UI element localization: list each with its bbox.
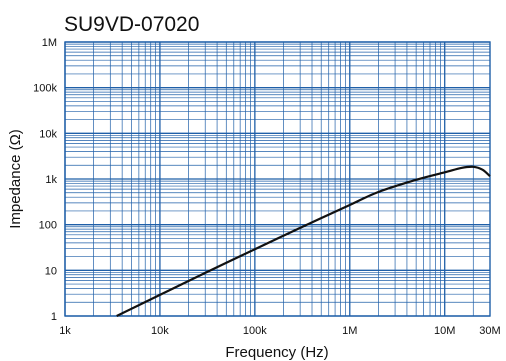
- x-tick-label: 1M: [342, 325, 357, 337]
- y-tick-label: 1: [51, 311, 57, 323]
- y-tick-label: 10: [45, 265, 57, 277]
- y-tick-label: 100: [39, 220, 57, 232]
- x-tick-label: 100k: [243, 325, 267, 337]
- x-tick-label: 10k: [151, 325, 169, 337]
- y-tick-label: 10k: [39, 128, 57, 140]
- x-tick-label: 1k: [59, 325, 71, 337]
- plot-frame: [64, 41, 491, 317]
- y-tick-label: 100k: [33, 83, 57, 95]
- x-tick-label: 10M: [434, 325, 455, 337]
- chart-title: SU9VD-07020: [64, 13, 199, 36]
- x-axis-ticks: 1k 10k 100k 1M 10M 30M: [59, 325, 501, 337]
- y-tick-label: 1M: [42, 37, 57, 49]
- x-axis-label: Frequency (Hz): [225, 344, 328, 361]
- impedance-curve: [116, 165, 491, 317]
- y-axis-ticks: 1 10 100 1k 10k 100k 1M: [33, 37, 57, 323]
- x-tick-label: 30M: [479, 325, 500, 337]
- y-tick-label: 1k: [45, 174, 57, 186]
- y-axis-label: Impedance (Ω): [7, 129, 24, 229]
